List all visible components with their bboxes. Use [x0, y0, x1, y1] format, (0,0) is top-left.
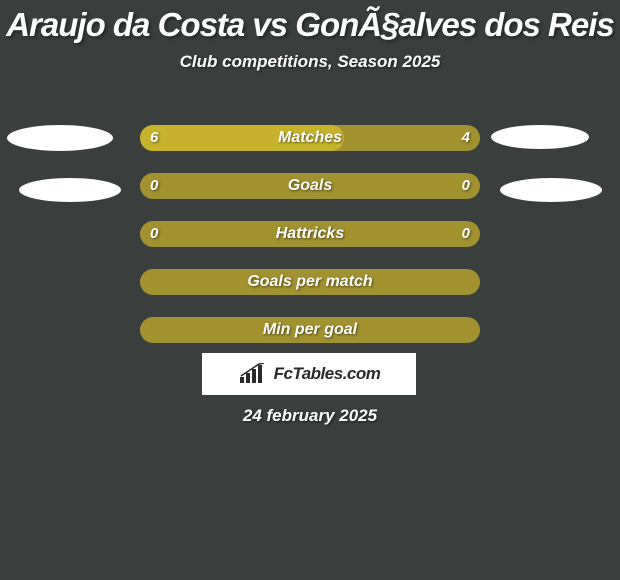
- stat-row: Goals per match: [0, 269, 620, 297]
- bars-icon: [238, 363, 268, 385]
- stat-label: Matches: [140, 125, 480, 151]
- ellipse-right: [491, 125, 589, 149]
- stat-label: Hattricks: [140, 221, 480, 247]
- subtitle: Club competitions, Season 2025: [0, 52, 620, 72]
- logo-text: FcTables.com: [274, 364, 381, 384]
- stat-label: Goals: [140, 173, 480, 199]
- bar-wrap: Min per goal: [140, 317, 480, 343]
- bar-wrap: Goals per match: [140, 269, 480, 295]
- stat-label: Goals per match: [140, 269, 480, 295]
- logo-box: FcTables.com: [202, 353, 416, 395]
- stat-label: Min per goal: [140, 317, 480, 343]
- bar-wrap: 00Goals: [140, 173, 480, 199]
- date-text: 24 february 2025: [0, 406, 620, 426]
- bar-wrap: 00Hattricks: [140, 221, 480, 247]
- stat-rows: 64Matches 00Goals 00Hattricks Goals per mat…: [0, 125, 620, 365]
- ellipse-left: [7, 125, 113, 151]
- ellipse-left: [19, 178, 121, 202]
- comparison-infographic: Araujo da Costa vs GonÃ§alves dos Reis C…: [0, 0, 620, 580]
- stat-row: Min per goal: [0, 317, 620, 345]
- headline: Araujo da Costa vs GonÃ§alves dos Reis: [0, 0, 620, 44]
- bar-wrap: 64Matches: [140, 125, 480, 151]
- stat-row: 00Hattricks: [0, 221, 620, 249]
- ellipse-right: [500, 178, 602, 202]
